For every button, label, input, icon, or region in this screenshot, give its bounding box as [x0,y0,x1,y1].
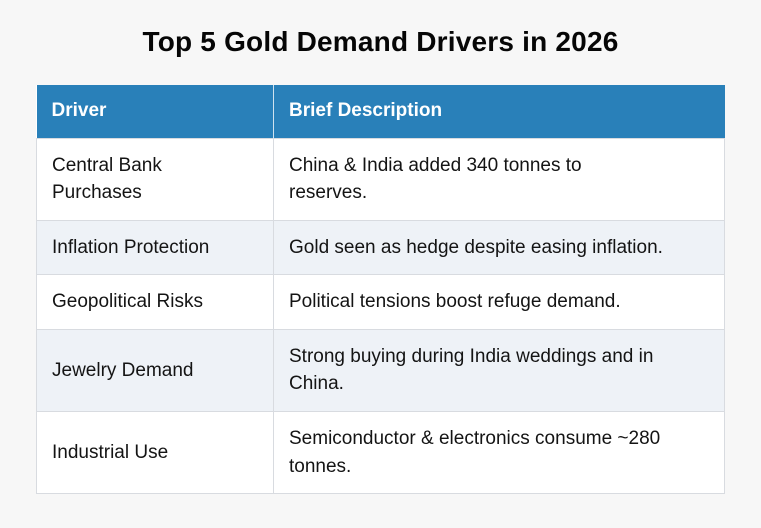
column-header-description: Brief Description [273,85,725,139]
driver-cell: Inflation Protection [36,219,274,276]
driver-cell: Jewelry Demand [36,328,274,412]
table-row: Inflation Protection Gold seen as hedge … [36,219,725,276]
table-header-row: Driver Brief Description [36,85,725,139]
driver-cell: Geopolitical Risks [36,274,274,330]
description-cell: Strong buying during India weddings and … [273,328,725,412]
description-cell: Political tensions boost refuge demand. [273,274,725,330]
gold-demand-table: Driver Brief Description Central Bank Pu… [36,85,725,495]
description-cell: Gold seen as hedge despite easing inflat… [273,219,725,276]
description-cell: Semiconductor & electronics consume ~280… [273,410,725,495]
driver-cell: Central Bank Purchases [36,137,274,221]
table-row: Jewelry Demand Strong buying during Indi… [36,328,725,412]
driver-cell: Industrial Use [36,410,274,495]
table-row: Geopolitical Risks Political tensions bo… [36,274,725,330]
table-row: Industrial Use Semiconductor & electroni… [36,410,725,495]
page-title: Top 5 Gold Demand Drivers in 2026 [142,26,619,57]
column-header-driver: Driver [36,85,274,139]
table-row: Central Bank Purchases China & India add… [36,137,725,221]
description-cell: China & India added 340 tonnes to reserv… [273,137,725,221]
